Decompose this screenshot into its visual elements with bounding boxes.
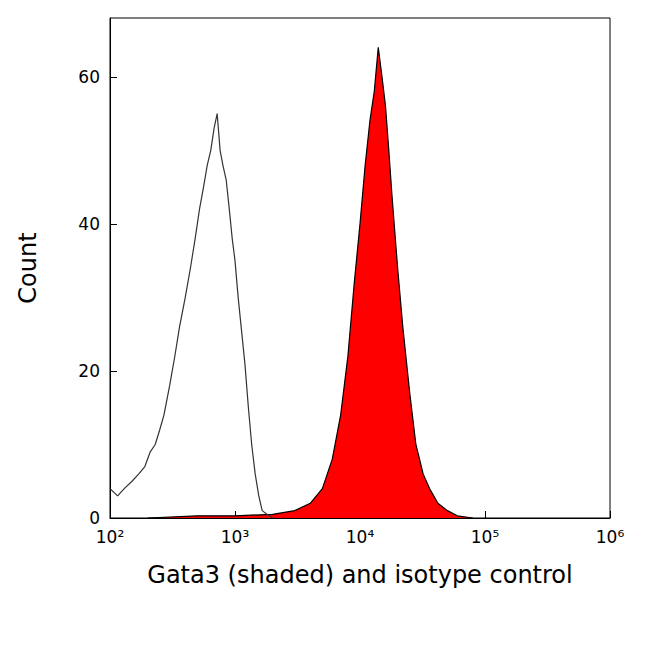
svg-text:Gata3 (shaded) and isotype con: Gata3 (shaded) and isotype control bbox=[147, 561, 572, 589]
svg-text:60: 60 bbox=[78, 67, 100, 87]
svg-text:40: 40 bbox=[78, 214, 100, 234]
svg-text:10⁴: 10⁴ bbox=[346, 527, 375, 547]
svg-text:Count: Count bbox=[14, 232, 42, 303]
svg-text:10²: 10² bbox=[96, 527, 124, 547]
svg-text:10³: 10³ bbox=[221, 527, 249, 547]
svg-text:0: 0 bbox=[89, 508, 100, 528]
svg-text:10⁶: 10⁶ bbox=[596, 527, 625, 547]
svg-text:10⁵: 10⁵ bbox=[471, 527, 499, 547]
svg-text:20: 20 bbox=[78, 361, 100, 381]
